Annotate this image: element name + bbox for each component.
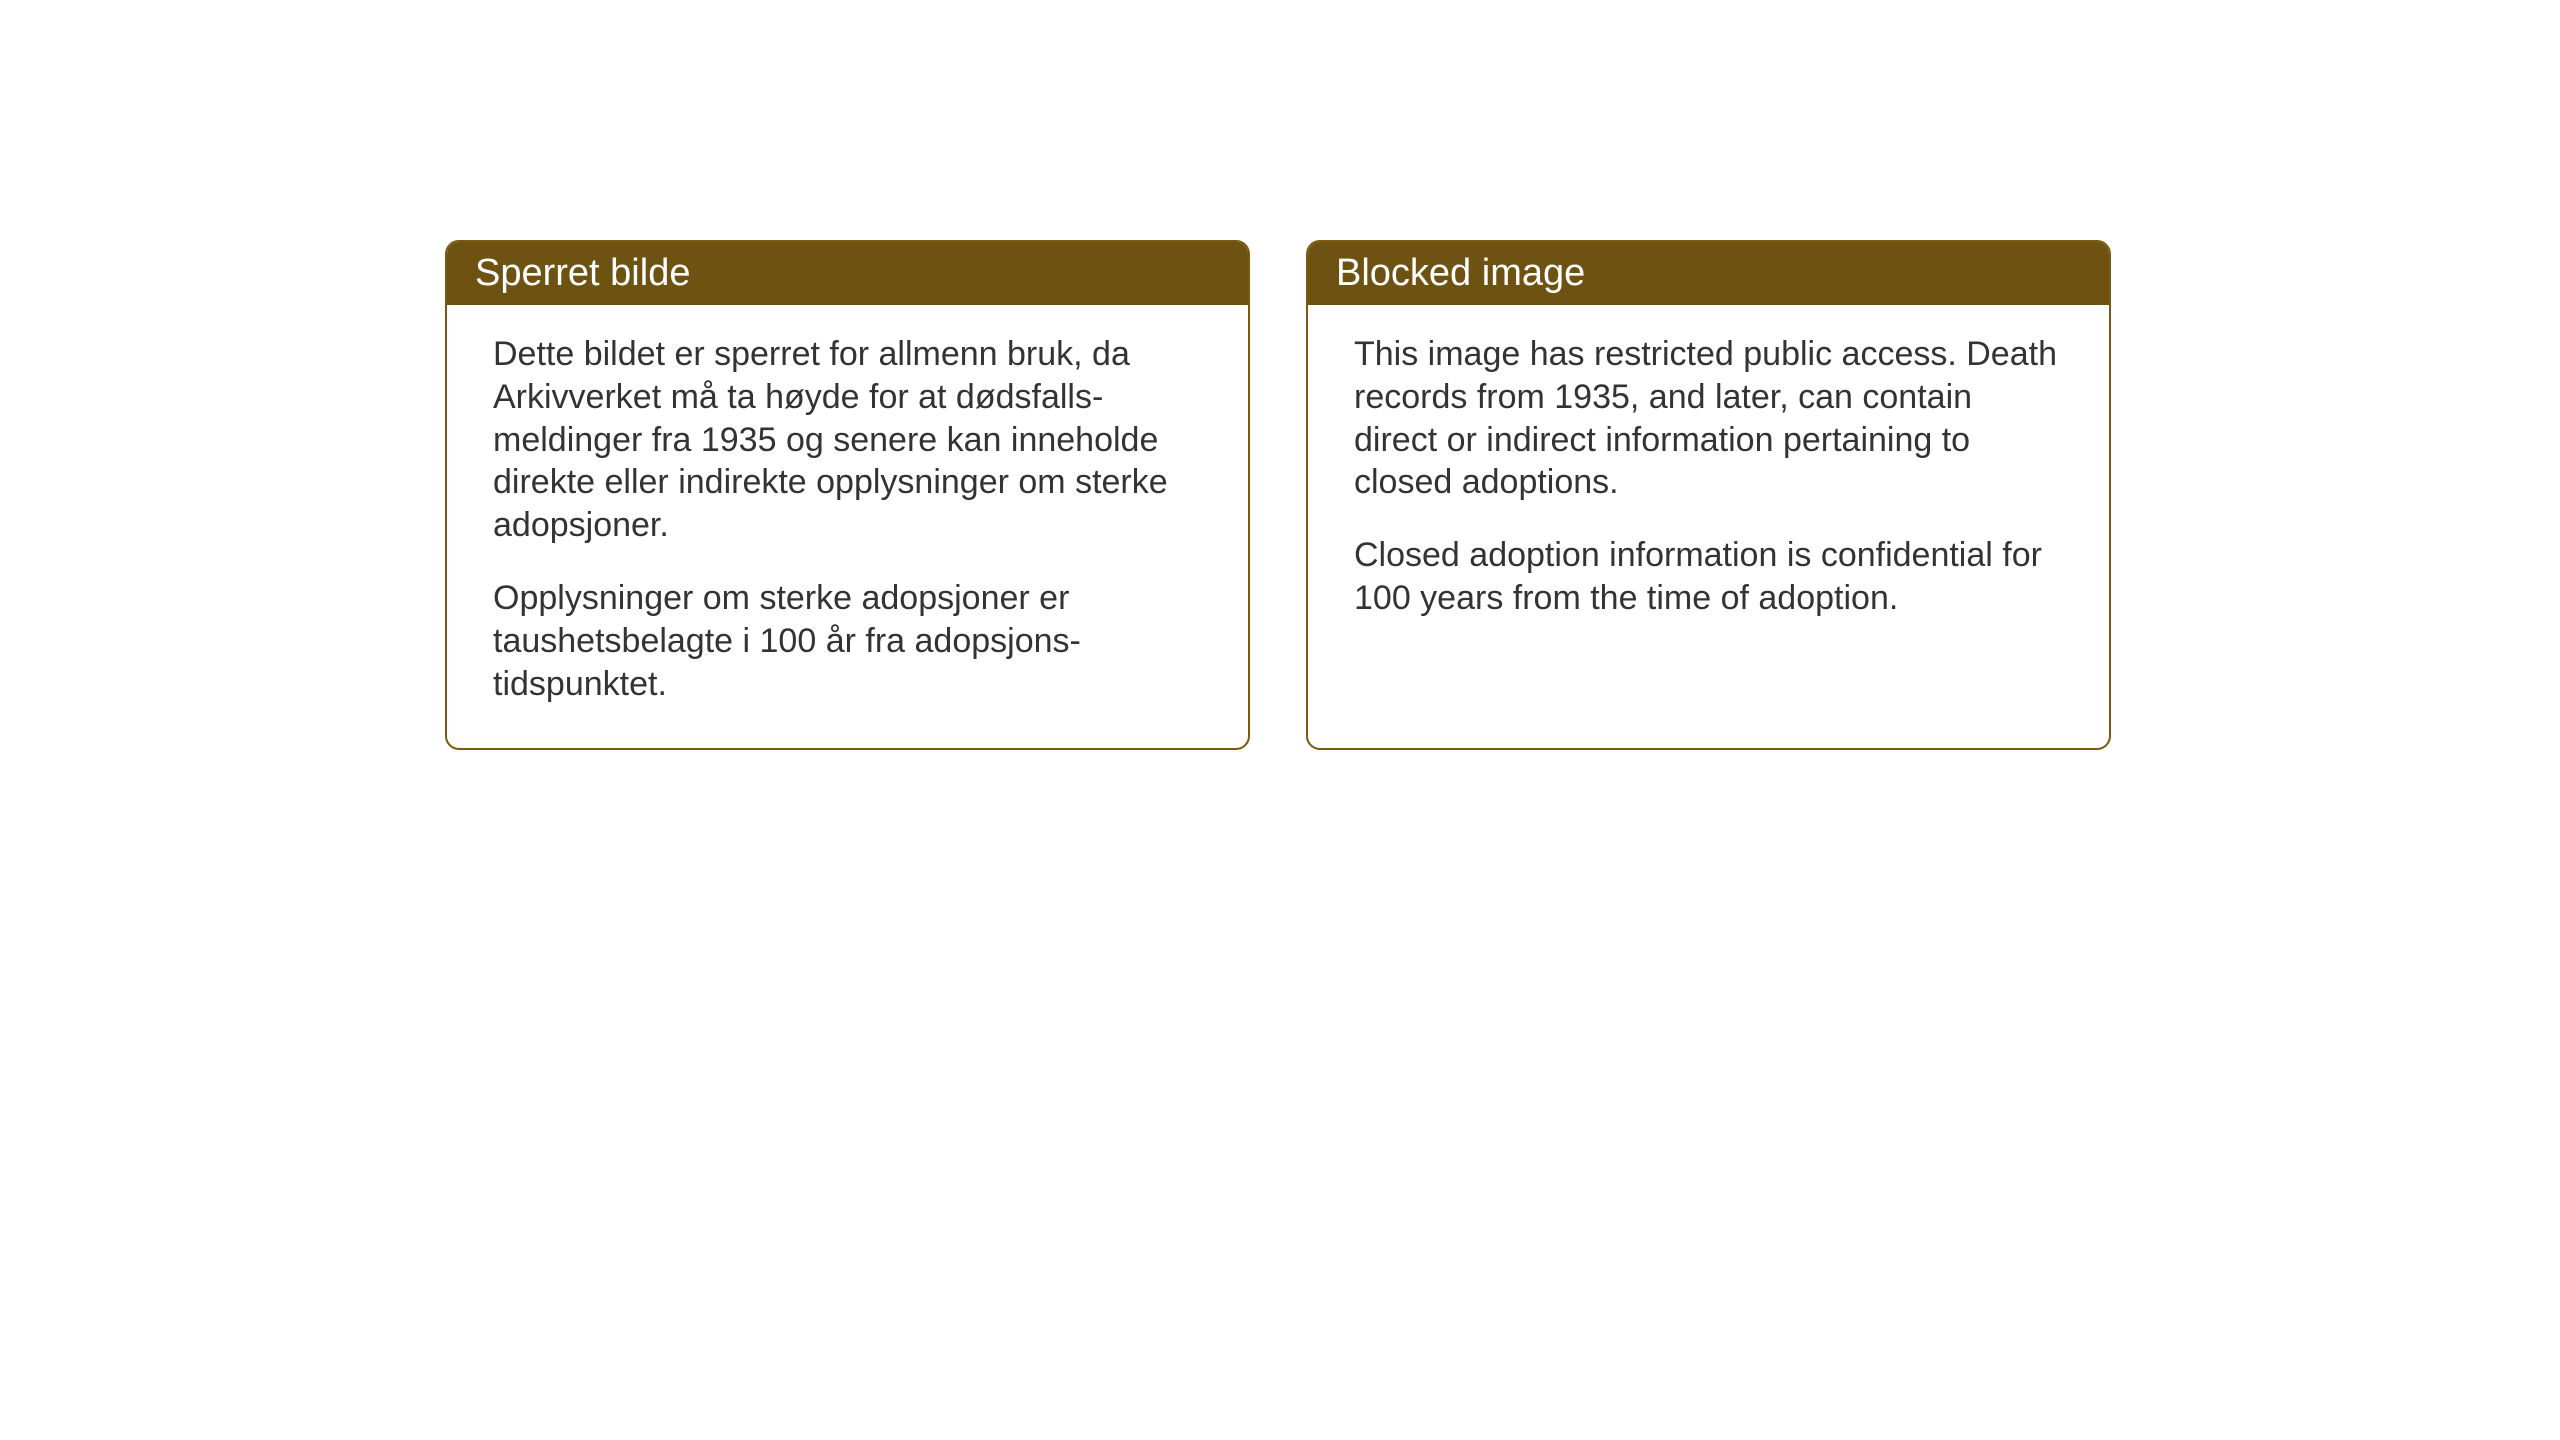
- card-body-english: This image has restricted public access.…: [1308, 305, 2109, 660]
- card-paragraph2-english: Closed adoption information is confident…: [1354, 534, 2063, 620]
- card-paragraph1-norwegian: Dette bildet er sperret for allmenn bruk…: [493, 333, 1202, 547]
- card-title-english: Blocked image: [1336, 252, 1585, 294]
- notice-cards-container: Sperret bilde Dette bildet er sperret fo…: [445, 240, 2111, 750]
- card-header-norwegian: Sperret bilde: [447, 242, 1248, 305]
- card-title-norwegian: Sperret bilde: [475, 252, 690, 294]
- notice-card-english: Blocked image This image has restricted …: [1306, 240, 2111, 750]
- notice-card-norwegian: Sperret bilde Dette bildet er sperret fo…: [445, 240, 1250, 750]
- card-paragraph1-english: This image has restricted public access.…: [1354, 333, 2063, 504]
- card-paragraph2-norwegian: Opplysninger om sterke adopsjoner er tau…: [493, 577, 1202, 705]
- card-body-norwegian: Dette bildet er sperret for allmenn bruk…: [447, 305, 1248, 746]
- card-header-english: Blocked image: [1308, 242, 2109, 305]
